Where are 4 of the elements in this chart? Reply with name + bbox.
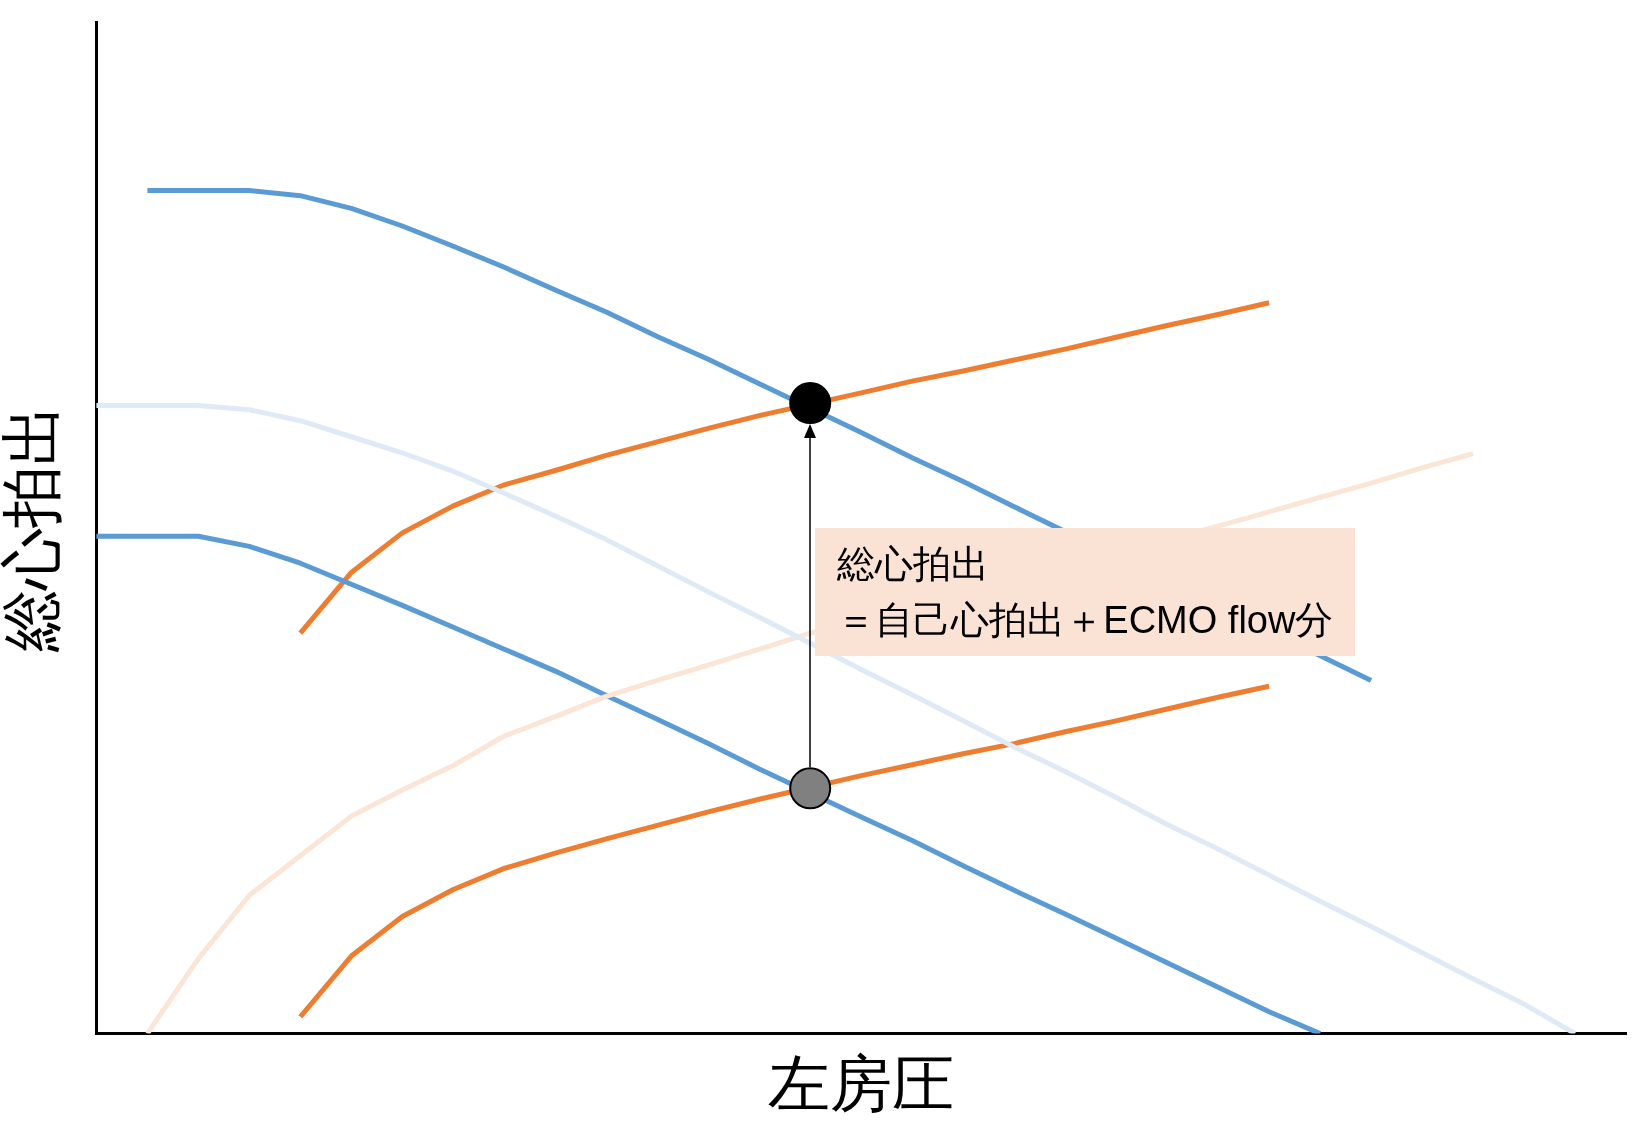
x-axis-title: 左房圧 [768, 1046, 955, 1120]
annotation: ＝自己心拍出＋ECMO flow分 [837, 597, 1334, 643]
annotation: 総心拍出 [837, 541, 991, 587]
y-axis-title: 総心拍出 [0, 403, 69, 653]
